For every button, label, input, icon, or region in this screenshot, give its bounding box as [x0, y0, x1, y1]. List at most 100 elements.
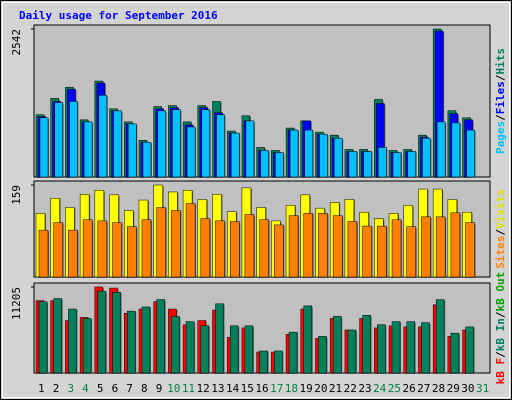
bar: [141, 306, 151, 374]
bar: [229, 325, 239, 374]
bar: [435, 216, 446, 278]
legend-item: Pages: [494, 121, 507, 154]
bar: [97, 290, 107, 374]
bar: [347, 329, 357, 374]
y-tick-label: 11205: [10, 287, 23, 320]
bar: [436, 121, 446, 178]
bar: [391, 219, 402, 278]
bar: [304, 129, 314, 178]
x-tick-label: 22: [344, 382, 357, 395]
x-tick-label: 8: [141, 382, 148, 395]
bar: [450, 332, 460, 374]
legend-separator: /: [494, 114, 507, 121]
bar: [229, 221, 240, 278]
bar: [98, 95, 108, 178]
legend: Sites/Visits: [494, 189, 507, 269]
bar: [347, 221, 358, 278]
x-tick-label: 29: [447, 382, 460, 395]
bar: [215, 303, 224, 374]
bar: [406, 321, 415, 374]
bar: [172, 109, 181, 178]
bar: [244, 214, 255, 278]
bar: [391, 321, 401, 374]
bar: [128, 123, 137, 178]
x-tick-label: 20: [314, 382, 327, 395]
x-tick-label: 18: [285, 382, 298, 395]
legend-item: kB F: [494, 358, 507, 385]
bar: [53, 298, 62, 374]
bar: [127, 310, 136, 374]
x-tick-label: 10: [167, 382, 180, 395]
legend-separator: /: [494, 74, 507, 81]
bar: [450, 212, 461, 278]
bar: [39, 117, 49, 178]
bar: [185, 203, 196, 278]
bar: [259, 219, 269, 278]
x-tick-label: 24: [373, 382, 387, 395]
bar: [186, 126, 196, 178]
bar: [392, 152, 402, 178]
bar: [82, 219, 93, 278]
bar: [274, 350, 283, 374]
bar: [259, 350, 268, 374]
bar: [171, 210, 181, 278]
legend-item: kB Out: [494, 272, 507, 312]
bar: [332, 215, 343, 278]
bar: [377, 324, 386, 374]
x-tick-label: 21: [329, 382, 342, 395]
x-tick-label: 23: [358, 382, 371, 395]
bar: [68, 229, 78, 278]
y-tick-label: 159: [10, 185, 23, 205]
x-tick-label: 30: [461, 382, 474, 395]
bar: [112, 291, 121, 374]
bar: [185, 321, 195, 374]
bar: [377, 225, 387, 278]
x-tick-label: 11: [182, 382, 195, 395]
bar: [421, 216, 431, 278]
bar: [54, 102, 63, 178]
bar: [422, 137, 431, 178]
bar: [362, 225, 372, 278]
bar: [244, 325, 254, 374]
bar: [333, 137, 343, 178]
bar: [68, 308, 77, 374]
bar: [127, 226, 137, 278]
bar: [466, 129, 475, 178]
x-tick-label: 26: [402, 382, 415, 395]
legend: kB F/kB In/kB Out: [494, 272, 507, 385]
x-tick-label: 25: [388, 382, 401, 395]
bar: [200, 218, 211, 278]
bar: [288, 331, 298, 374]
bar: [407, 151, 416, 178]
legend-separator: /: [494, 351, 507, 358]
x-tick-label: 17: [270, 382, 283, 395]
bar: [82, 318, 92, 374]
x-tick-label: 27: [417, 382, 430, 395]
x-tick-label: 7: [126, 382, 133, 395]
bar: [348, 151, 358, 178]
legend-separator: /: [494, 311, 507, 318]
legend-item: Visits: [494, 189, 507, 229]
bar: [363, 151, 372, 178]
bar: [141, 219, 152, 278]
x-tick-label: 14: [226, 382, 240, 395]
bar: [171, 316, 180, 374]
x-tick-label: 16: [255, 382, 268, 395]
y-tick-label: 2542: [10, 29, 23, 56]
chart-title: Daily usage for September 2016: [19, 9, 218, 22]
bar: [142, 142, 152, 178]
bar: [260, 150, 269, 178]
legend-item: Hits: [494, 48, 507, 75]
bar: [53, 222, 63, 278]
bar: [38, 301, 48, 374]
bar: [38, 229, 49, 278]
bar: [156, 299, 165, 374]
x-tick-label: 1: [38, 382, 45, 395]
bar: [69, 101, 78, 178]
bar: [201, 109, 211, 178]
bar: [289, 129, 299, 178]
bar: [216, 114, 225, 178]
bar: [230, 132, 240, 178]
x-tick-label: 6: [112, 382, 119, 395]
